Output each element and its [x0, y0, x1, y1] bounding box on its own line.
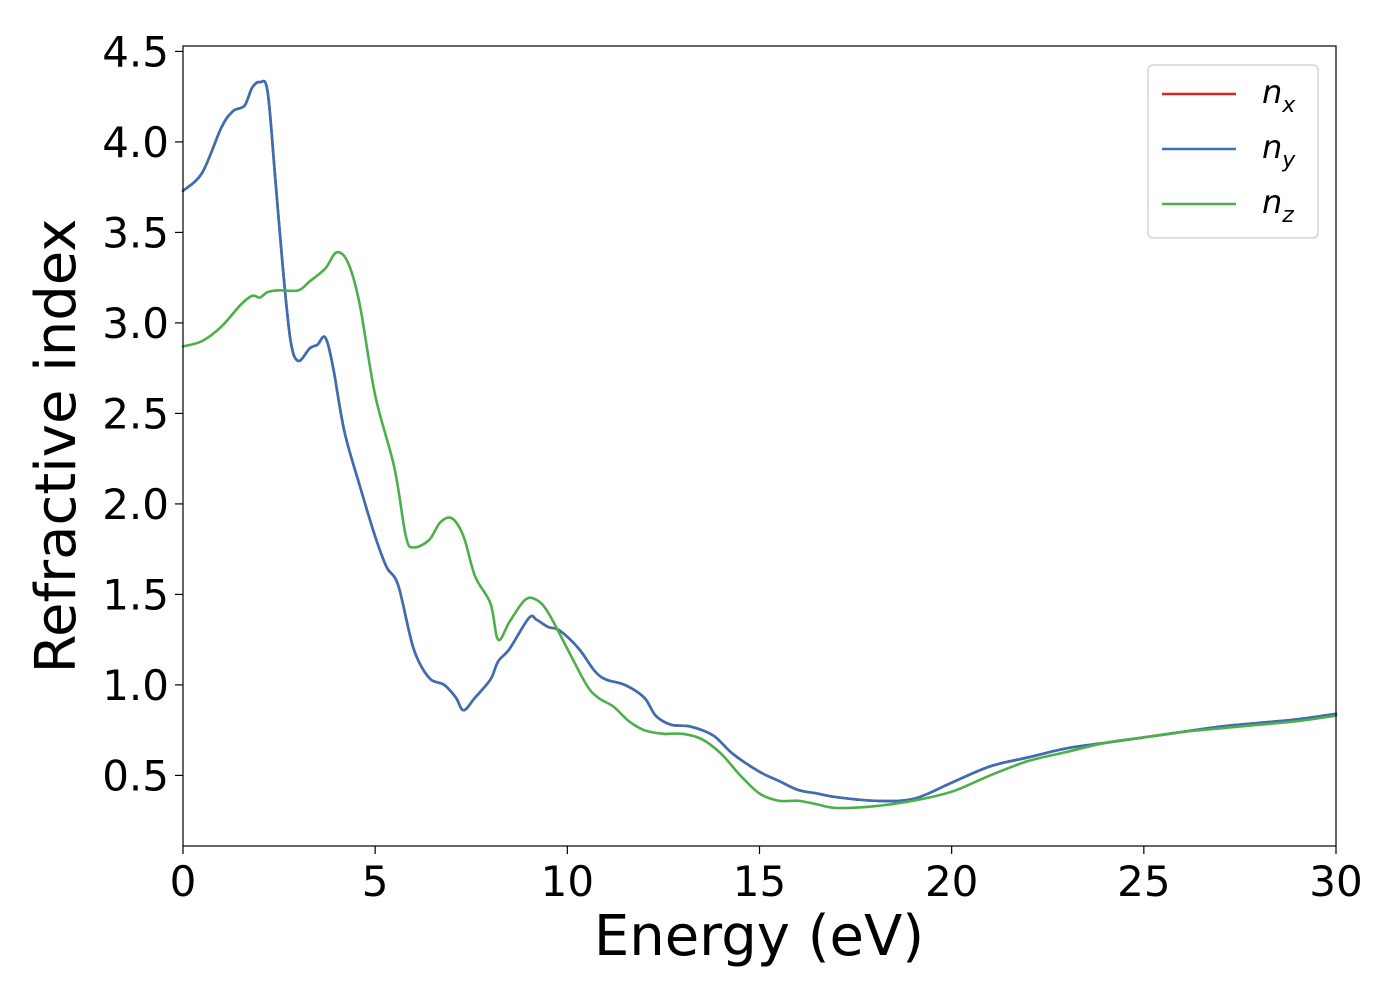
- x-tick-label: 15: [733, 857, 786, 906]
- y-tick-label: 4.0: [102, 118, 169, 167]
- y-tick-label: 3.0: [102, 299, 169, 348]
- x-tick-label: 5: [362, 857, 389, 906]
- legend-label-n-x: nx: [1262, 73, 1296, 118]
- series-layer: [181, 79, 1338, 810]
- x-tick-label: 10: [541, 857, 594, 906]
- y-tick-label: 4.5: [102, 27, 169, 76]
- y-axis-ticks: 0.5 1.0 1.5 2.0 2.5 3.0 3.5 4.0 4.5: [102, 27, 183, 800]
- series-line-n-y: [181, 79, 1338, 803]
- x-tick-label: 0: [170, 857, 197, 906]
- y-tick-label: 1.5: [102, 570, 169, 619]
- y-tick-label: 2.5: [102, 389, 169, 438]
- legend-label-n-z: nz: [1262, 183, 1294, 228]
- legend-items: nx ny nz: [1162, 73, 1296, 228]
- y-axis-title: Refractive index: [24, 219, 89, 674]
- legend: nx ny nz: [1147, 64, 1319, 239]
- x-axis-title: Energy (eV): [594, 904, 924, 969]
- x-axis-ticks: 0 5 10 15 20 25 30: [170, 846, 1363, 906]
- x-tick-label: 30: [1309, 857, 1362, 906]
- series-line-n-z: [181, 250, 1338, 810]
- legend-label-n-y: ny: [1262, 128, 1296, 173]
- y-tick-label: 0.5: [102, 751, 169, 800]
- y-tick-label: 3.5: [102, 208, 169, 257]
- x-tick-label: 25: [1117, 857, 1170, 906]
- y-tick-label: 2.0: [102, 480, 169, 529]
- legend-box: [1147, 64, 1319, 239]
- x-tick-label: 20: [925, 857, 978, 906]
- y-tick-label: 1.0: [102, 661, 169, 710]
